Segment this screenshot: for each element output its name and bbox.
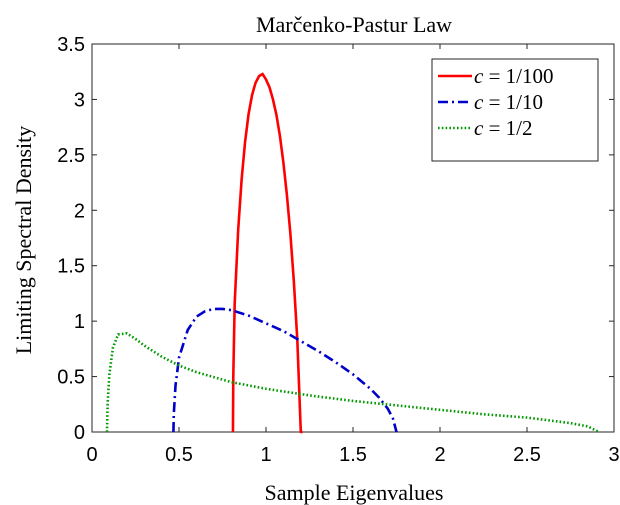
y-tick-label: 2.5 (57, 145, 85, 167)
x-axis-label: Sample Eigenvalues (264, 480, 443, 505)
data-series-group (105, 72, 600, 434)
x-tick-label: 0.5 (165, 444, 193, 466)
y-tick-label: 0 (74, 422, 85, 444)
x-tick-label: 1 (260, 444, 271, 466)
y-axis-ticks: 0 0.5 1 1.5 2 2.5 3 3.5 (57, 34, 614, 444)
x-tick-label: 1.5 (339, 444, 367, 466)
x-tick-label: 2.5 (513, 444, 541, 466)
series-line-c-0-5 (105, 332, 600, 434)
x-tick-label: 2 (434, 444, 445, 466)
legend-label: c = 1/100 (474, 64, 554, 88)
series-line-c-0-1 (172, 307, 398, 433)
y-tick-label: 1.5 (57, 256, 85, 278)
y-tick-label: 0.5 (57, 367, 85, 389)
series-line-c-0-01 (231, 72, 303, 434)
y-tick-label: 2 (74, 200, 85, 222)
x-axis-ticks: 0 0.5 1 1.5 2 2.5 3 (86, 44, 620, 466)
y-axis-label: Limiting Spectral Density (11, 126, 36, 355)
y-tick-label: 1 (74, 311, 85, 333)
y-tick-label: 3.5 (57, 34, 85, 56)
x-tick-label: 0 (86, 444, 97, 466)
legend-label: c = 1/2 (474, 116, 533, 140)
legend-label: c = 1/10 (474, 90, 543, 114)
x-tick-label: 3 (608, 444, 619, 466)
chart-title: Marčenko-Pastur Law (256, 12, 452, 37)
y-tick-label: 3 (74, 89, 85, 111)
